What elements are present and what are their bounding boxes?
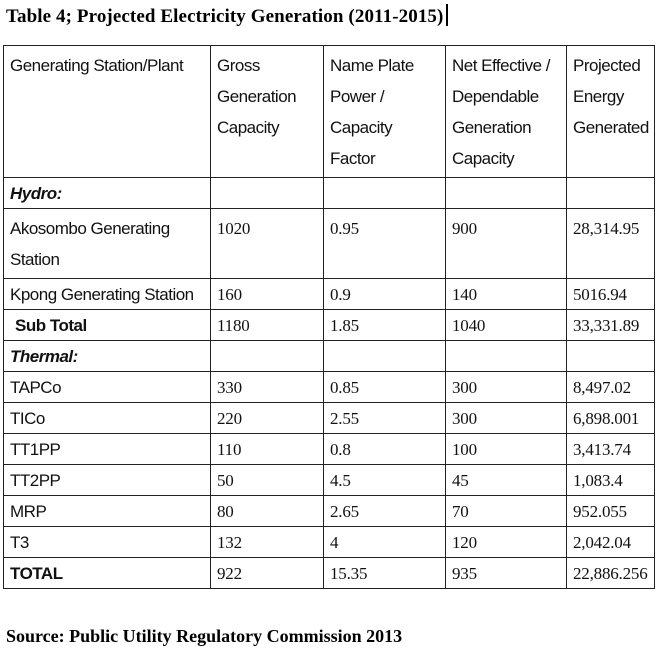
- projected-energy-value: 6,898.001: [566, 402, 655, 434]
- table-row-kpong: Kpong Generating Station 160 0.9 140 501…: [3, 278, 655, 310]
- station-name: MRP: [3, 495, 211, 527]
- capacity-factor-value: 0.85: [323, 371, 446, 403]
- net-capacity-value: 70: [445, 495, 567, 527]
- table-row-mrp: MRP 80 2.65 70 952.055: [3, 495, 655, 527]
- gross-capacity-value: 922: [210, 557, 324, 589]
- empty-cell: [323, 340, 446, 372]
- gross-capacity-value: 110: [210, 433, 324, 465]
- column-header-gross-capacity: Gross Generation Capacity: [210, 45, 324, 178]
- projected-energy-value: 952.055: [566, 495, 655, 527]
- net-capacity-value: 140: [445, 278, 567, 310]
- capacity-factor-value: 15.35: [323, 557, 446, 589]
- empty-cell: [445, 340, 567, 372]
- station-name: Akosombo Generating Station: [3, 208, 211, 279]
- capacity-factor-value: 0.9: [323, 278, 446, 310]
- station-name: TICo: [3, 402, 211, 434]
- capacity-factor-value: 2.55: [323, 402, 446, 434]
- capacity-factor-value: 4: [323, 526, 446, 558]
- net-capacity-value: 935: [445, 557, 567, 589]
- station-name: TT1PP: [3, 433, 211, 465]
- gross-capacity-value: 132: [210, 526, 324, 558]
- net-capacity-value: 300: [445, 371, 567, 403]
- capacity-factor-value: 0.8: [323, 433, 446, 465]
- capacity-factor-value: 1.85: [323, 309, 446, 341]
- projected-energy-value: 5016.94: [566, 278, 655, 310]
- capacity-factor-value: 4.5: [323, 464, 446, 496]
- station-name: T3: [3, 526, 211, 558]
- gross-capacity-value: 80: [210, 495, 324, 527]
- gross-capacity-value: 1180: [210, 309, 324, 341]
- projected-energy-value: 3,413.74: [566, 433, 655, 465]
- section-row-thermal: Thermal:: [3, 340, 655, 372]
- net-capacity-value: 300: [445, 402, 567, 434]
- net-capacity-value: 100: [445, 433, 567, 465]
- gross-capacity-value: 1020: [210, 208, 324, 279]
- projected-energy-value: 22,886.256: [566, 557, 655, 589]
- empty-cell: [566, 177, 655, 209]
- table-title: Table 4; Projected Electricity Generatio…: [6, 4, 449, 28]
- source-citation: Source: Public Utility Regulatory Commis…: [6, 626, 403, 646]
- section-label-hydro: Hydro:: [3, 177, 211, 209]
- station-name: Kpong Generating Station: [3, 278, 211, 310]
- column-header-net-capacity: Net Effective / Dependable Generation Ca…: [445, 45, 567, 178]
- table-row-subtotal: Sub Total 1180 1.85 1040 33,331.89: [3, 309, 655, 341]
- empty-cell: [445, 177, 567, 209]
- capacity-factor-value: 0.95: [323, 208, 446, 279]
- projected-energy-value: 33,331.89: [566, 309, 655, 341]
- gross-capacity-value: 220: [210, 402, 324, 434]
- net-capacity-value: 45: [445, 464, 567, 496]
- gross-capacity-value: 50: [210, 464, 324, 496]
- table-row-tapco: TAPCo 330 0.85 300 8,497.02: [3, 371, 655, 403]
- empty-cell: [323, 177, 446, 209]
- table-row-tt2pp: TT2PP 50 4.5 45 1,083.4: [3, 464, 655, 496]
- projected-energy-value: 2,042.04: [566, 526, 655, 558]
- table-row-tico: TICo 220 2.55 300 6,898.001: [3, 402, 655, 434]
- column-header-projected-energy: Projected Energy Generated: [566, 45, 655, 178]
- station-name: TAPCo: [3, 371, 211, 403]
- column-header-station: Generating Station/Plant: [3, 45, 211, 178]
- projected-energy-value: 28,314.95: [566, 208, 655, 279]
- projected-energy-value: 8,497.02: [566, 371, 655, 403]
- empty-cell: [566, 340, 655, 372]
- section-row-hydro: Hydro:: [3, 177, 655, 209]
- section-label-thermal: Thermal:: [3, 340, 211, 372]
- net-capacity-value: 900: [445, 208, 567, 279]
- station-name: TT2PP: [3, 464, 211, 496]
- table-title-text: Table 4; Projected Electricity Generatio…: [6, 6, 444, 27]
- table-row-tt1pp: TT1PP 110 0.8 100 3,413.74: [3, 433, 655, 465]
- table-header-row: Generating Station/Plant Gross Generatio…: [3, 45, 655, 178]
- text-cursor: [446, 4, 449, 26]
- net-capacity-value: 1040: [445, 309, 567, 341]
- gross-capacity-value: 330: [210, 371, 324, 403]
- table-row-total: TOTAL 922 15.35 935 22,886.256: [3, 557, 655, 589]
- projected-energy-value: 1,083.4: [566, 464, 655, 496]
- table-row-akosombo: Akosombo Generating Station 1020 0.95 90…: [3, 208, 655, 279]
- table-row-t3: T3 132 4 120 2,042.04: [3, 526, 655, 558]
- net-capacity-value: 120: [445, 526, 567, 558]
- column-header-capacity-factor: Name Plate Power / Capacity Factor: [323, 45, 446, 178]
- capacity-factor-value: 2.65: [323, 495, 446, 527]
- subtotal-label: Sub Total: [3, 309, 211, 341]
- gross-capacity-value: 160: [210, 278, 324, 310]
- empty-cell: [210, 177, 324, 209]
- electricity-generation-table: Generating Station/Plant Gross Generatio…: [3, 45, 655, 589]
- total-label: TOTAL: [3, 557, 211, 589]
- empty-cell: [210, 340, 324, 372]
